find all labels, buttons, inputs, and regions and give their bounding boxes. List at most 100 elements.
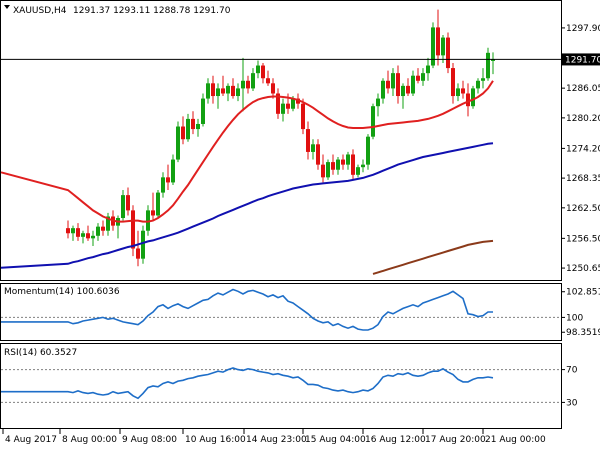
- time-tick-label: 10 Aug 16:00: [185, 435, 246, 445]
- momentum-axis: 102.8516 100 98.3519: [561, 288, 600, 338]
- candle-body: [101, 226, 105, 231]
- candle-body: [66, 228, 70, 234]
- candle-body: [371, 106, 375, 137]
- candle-body: [311, 144, 315, 152]
- candle-body: [146, 210, 150, 231]
- ma-fast-line: [0, 80, 494, 223]
- candle-body: [216, 88, 220, 97]
- momentum-line: [1, 288, 493, 331]
- price-pane-border: [0, 0, 562, 281]
- candle-body: [176, 126, 180, 160]
- candle-body: [221, 88, 225, 94]
- candle-body: [491, 59, 495, 61]
- rsi-level-lines: [1, 369, 561, 403]
- candle-body: [471, 88, 475, 107]
- price-tick-label: 1262.50: [566, 204, 600, 214]
- candle-body: [161, 177, 165, 193]
- ma-slow-line: [372, 239, 494, 275]
- candle-body: [386, 80, 390, 89]
- momentum-pane-border: [0, 283, 562, 341]
- candle-body: [446, 37, 450, 69]
- candle-body: [321, 164, 325, 178]
- time-tick-label: 21 Aug 00:00: [485, 435, 546, 445]
- candle-body: [171, 159, 175, 183]
- time-tick-label: 4 Aug 2017: [5, 435, 57, 445]
- candle-body: [331, 162, 335, 170]
- price-header: XAUUSD,H4 1291.37 1293.11 1288.78 1291.7…: [4, 5, 231, 16]
- candle-body: [391, 73, 395, 89]
- candle-body: [86, 233, 90, 239]
- candle-body: [241, 80, 245, 89]
- candle-body: [206, 83, 210, 99]
- momentum-pane: 102.8516 100 98.3519 Momentum(14) 100.6036: [0, 283, 600, 341]
- candle-body: [236, 88, 240, 97]
- rsi-tick-label: 30: [566, 398, 578, 408]
- time-tick-label: 17 Aug 20:00: [425, 435, 486, 445]
- candle-body: [476, 80, 480, 89]
- price-tick-label: 1256.50: [566, 234, 600, 244]
- candle-body: [271, 83, 275, 94]
- candle-body: [256, 65, 260, 74]
- candle-body: [141, 230, 145, 259]
- price-tick-label: 1268.35: [566, 174, 600, 184]
- candle-body: [286, 103, 290, 109]
- price-tick-label: 1274.20: [566, 144, 600, 154]
- momentum-tick-label: 100: [566, 313, 583, 323]
- candle-body: [411, 75, 415, 94]
- candle-body: [261, 65, 265, 79]
- candle-body: [301, 103, 305, 130]
- candle-body: [151, 210, 155, 216]
- rsi-title: RSI(14) 60.3527: [4, 348, 77, 358]
- candle-body: [306, 129, 310, 152]
- candle-body: [191, 118, 195, 130]
- candle-body: [276, 93, 280, 114]
- time-tick-label: 15 Aug 04:00: [305, 435, 366, 445]
- candle-body: [251, 73, 255, 89]
- candle-body: [81, 233, 85, 237]
- rsi-pane-border: [0, 343, 562, 429]
- price-pane: 1297.901292.101286.051280.201274.201268.…: [0, 0, 600, 281]
- momentum-title: Momentum(14) 100.6036: [4, 287, 120, 297]
- candle-body: [136, 248, 140, 259]
- candle-body: [231, 85, 235, 97]
- symbol-label: XAUUSD,H4: [13, 6, 67, 16]
- candle-body: [91, 235, 95, 239]
- candle-body: [486, 52, 490, 79]
- candle-body: [456, 88, 460, 97]
- candle-body: [291, 98, 295, 109]
- candle-body: [96, 226, 100, 236]
- candle-body: [336, 159, 340, 170]
- momentum-tick-label: 102.8516: [566, 288, 600, 298]
- time-tick-label: 9 Aug 08:00: [122, 435, 177, 445]
- candle-body: [451, 68, 455, 97]
- candle-body: [466, 93, 470, 107]
- price-tick-label: 1297.90: [566, 24, 600, 34]
- current-price-label: 1291.70: [565, 55, 600, 65]
- candle-body: [281, 103, 285, 114]
- ohlc-values: 1291.37 1293.11 1288.78 1291.70: [73, 6, 231, 16]
- candle-body: [186, 118, 190, 140]
- rsi-line: [1, 367, 494, 400]
- ma-mid-line: [0, 142, 494, 269]
- price-tick-label: 1286.05: [566, 84, 600, 94]
- candle-body: [131, 210, 135, 249]
- candle-body: [421, 73, 425, 81]
- candle-body: [381, 80, 385, 99]
- candle-body: [356, 167, 360, 175]
- candle-body: [246, 80, 250, 89]
- time-tick-label: 8 Aug 00:00: [62, 435, 117, 445]
- candle-body: [351, 154, 355, 175]
- candle-body: [401, 85, 405, 97]
- candle-body: [106, 216, 110, 231]
- candle-body: [341, 159, 345, 165]
- candle-body: [416, 75, 420, 81]
- candle-body: [326, 162, 330, 178]
- candle-body: [481, 78, 485, 81]
- momentum-tick-label: 98.3519: [566, 328, 600, 338]
- candle-body: [461, 88, 465, 94]
- candle-body: [71, 228, 75, 234]
- collapse-triangle-icon[interactable]: [4, 5, 10, 9]
- time-axis: 4 Aug 2017 8 Aug 00:00 9 Aug 08:00 10 Aug 1…: [2, 429, 546, 445]
- candle-body: [126, 195, 130, 211]
